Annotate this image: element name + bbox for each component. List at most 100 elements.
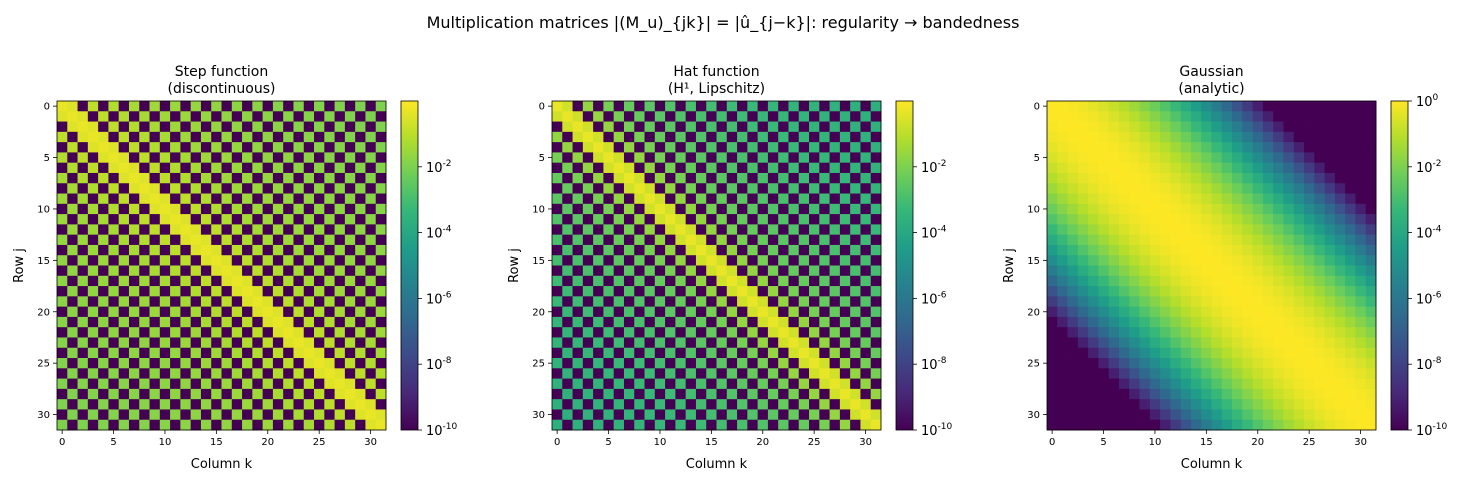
heatmap-cell	[98, 419, 109, 431]
heatmap-cell	[1273, 111, 1284, 122]
heatmap-cell	[1273, 234, 1284, 246]
heatmap-cell	[552, 203, 563, 215]
heatmap-cell	[108, 409, 120, 421]
heatmap-cell	[190, 399, 202, 410]
heatmap-cell	[190, 347, 202, 359]
heatmap-cell	[685, 121, 697, 133]
heatmap-cell	[726, 172, 738, 184]
heatmap-cell	[242, 172, 253, 184]
heatmap-cell	[1108, 368, 1120, 379]
heatmap-cell	[262, 224, 274, 236]
heatmap-cell	[283, 327, 294, 338]
heatmap-cell	[665, 388, 676, 400]
heatmap-cell	[562, 358, 573, 369]
heatmap-cell	[654, 296, 666, 308]
heatmap-cell	[778, 316, 789, 328]
heatmap-cell	[252, 162, 264, 174]
heatmap-cell	[334, 306, 346, 318]
heatmap-cell	[675, 378, 687, 390]
heatmap-cell	[98, 121, 109, 133]
heatmap-cell	[634, 152, 645, 164]
heatmap-cell	[57, 378, 68, 390]
heatmap-cell	[778, 111, 789, 122]
heatmap-cell	[108, 162, 120, 174]
heatmap-cell	[1252, 255, 1264, 266]
heatmap-cell	[634, 399, 645, 410]
heatmap-cell	[231, 152, 243, 164]
heatmap-cell	[1190, 368, 1202, 379]
heatmap-cell	[839, 286, 851, 297]
heatmap-cell	[819, 399, 830, 410]
heatmap-cell	[67, 358, 78, 369]
heatmap-cell	[1098, 255, 1110, 266]
heatmap-cell	[675, 121, 687, 133]
heatmap-cell	[1190, 327, 1202, 338]
heatmap-cell	[1098, 306, 1110, 318]
heatmap-cell	[685, 419, 697, 431]
heatmap-cell	[1057, 306, 1068, 318]
heatmap-cell	[798, 358, 810, 369]
heatmap-cell	[767, 183, 779, 194]
heatmap-cell	[190, 121, 202, 133]
heatmap-cell	[737, 203, 748, 215]
heatmap-cell	[1283, 142, 1295, 153]
heatmap-cell	[334, 255, 346, 266]
heatmap-cell	[685, 111, 697, 122]
heatmap-cell	[654, 121, 666, 133]
heatmap-cell	[1324, 131, 1336, 143]
heatmap-cell	[1293, 203, 1305, 215]
heatmap-cell	[272, 296, 284, 308]
heatmap-cell	[252, 275, 264, 287]
heatmap-cell	[1221, 214, 1233, 225]
heatmap-cell	[665, 234, 676, 246]
heatmap-cell	[365, 419, 377, 431]
heatmap-cell	[1262, 255, 1274, 266]
heatmap-cell	[716, 419, 728, 431]
heatmap-cell	[211, 255, 222, 266]
heatmap-cell	[118, 214, 130, 225]
heatmap-cell	[344, 121, 356, 133]
heatmap-cell	[1232, 296, 1243, 308]
heatmap-cell	[262, 347, 274, 359]
heatmap-cell	[87, 224, 99, 236]
heatmap-cell	[603, 203, 615, 215]
heatmap-cell	[283, 347, 294, 359]
heatmap-cell	[644, 409, 656, 421]
heatmap-cell	[221, 121, 233, 133]
heatmap-cell	[1324, 347, 1336, 359]
heatmap-cell	[1118, 214, 1130, 225]
heatmap-cell	[1180, 203, 1192, 215]
heatmap-cell	[603, 244, 615, 256]
heatmap-cell	[726, 152, 738, 164]
heatmap-cell	[603, 347, 615, 359]
heatmap-cell	[623, 296, 635, 308]
heatmap-cell	[1067, 347, 1079, 359]
heatmap-cell	[870, 193, 882, 205]
heatmap-cell	[1283, 224, 1295, 236]
heatmap-cell	[870, 244, 882, 256]
heatmap-cell	[128, 111, 140, 122]
heatmap-cell	[572, 378, 584, 390]
heatmap-cell	[139, 255, 150, 266]
heatmap-cell	[593, 152, 604, 164]
heatmap-cell	[252, 172, 264, 184]
heatmap-cell	[1221, 347, 1233, 359]
heatmap-cell	[1139, 347, 1151, 359]
heatmap-cell	[552, 378, 563, 390]
heatmap-cell	[293, 316, 305, 328]
heatmap-cell	[634, 203, 645, 215]
heatmap-cell	[1232, 265, 1243, 277]
heatmap-cell	[1273, 316, 1284, 328]
heatmap-cell	[850, 337, 861, 349]
heatmap-cell	[613, 306, 625, 318]
heatmap-cell	[1201, 224, 1212, 236]
heatmap-cell	[303, 234, 315, 246]
heatmap-cell	[108, 224, 120, 236]
heatmap-cell	[1149, 306, 1161, 318]
heatmap-cell	[870, 378, 882, 390]
heatmap-cell	[190, 378, 202, 390]
colorbar-tick-label: 10-4	[1416, 225, 1442, 242]
x-tick-label: 25	[1303, 437, 1316, 448]
heatmap-cell	[788, 172, 800, 184]
heatmap-cell	[1067, 121, 1079, 133]
